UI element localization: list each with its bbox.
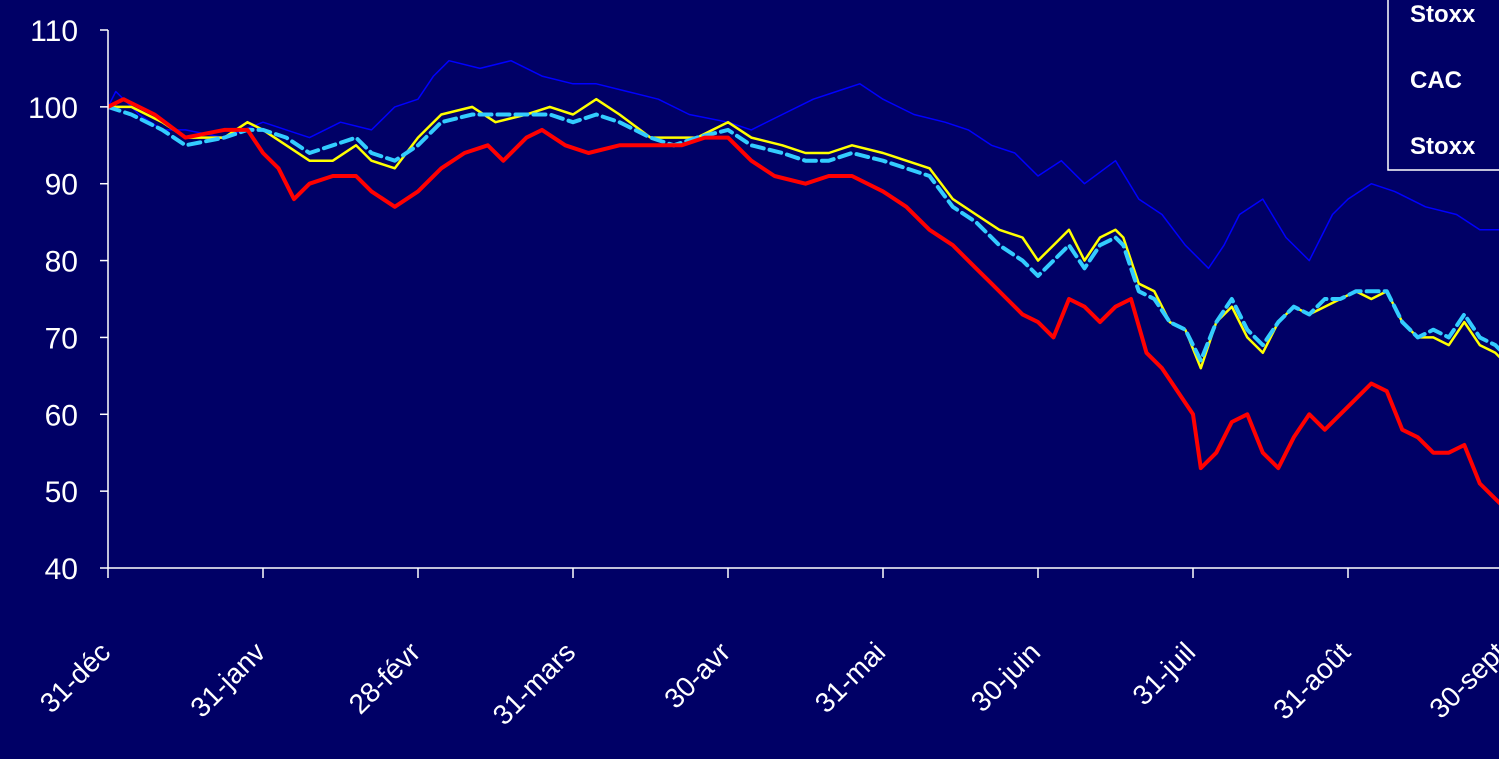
- y-tick-label: 60: [45, 399, 78, 432]
- y-tick-label: 40: [45, 553, 78, 586]
- y-tick-labels: 110 100 90 80 70 60 50 40: [28, 15, 78, 586]
- series-line-4: [108, 97, 1499, 506]
- y-tick-label: 80: [45, 246, 78, 279]
- legend-entry: Stoxx: [1410, 1, 1476, 28]
- y-tick-label: 110: [30, 15, 78, 48]
- legend: Stoxx CAC Stoxx: [1387, 0, 1499, 171]
- series-group: [108, 59, 1499, 506]
- y-tick-label: 70: [45, 322, 78, 355]
- y-tick-label: 50: [45, 476, 78, 509]
- y-tick-label: 100: [28, 92, 78, 125]
- legend-box: [1387, 0, 1499, 171]
- y-tick-label: 90: [45, 169, 78, 202]
- legend-entry: CAC: [1410, 67, 1462, 94]
- axes: [100, 29, 1499, 578]
- legend-entry: Stoxx: [1410, 133, 1476, 160]
- series-line-3: [108, 104, 1499, 363]
- series-line-1: [108, 59, 1499, 270]
